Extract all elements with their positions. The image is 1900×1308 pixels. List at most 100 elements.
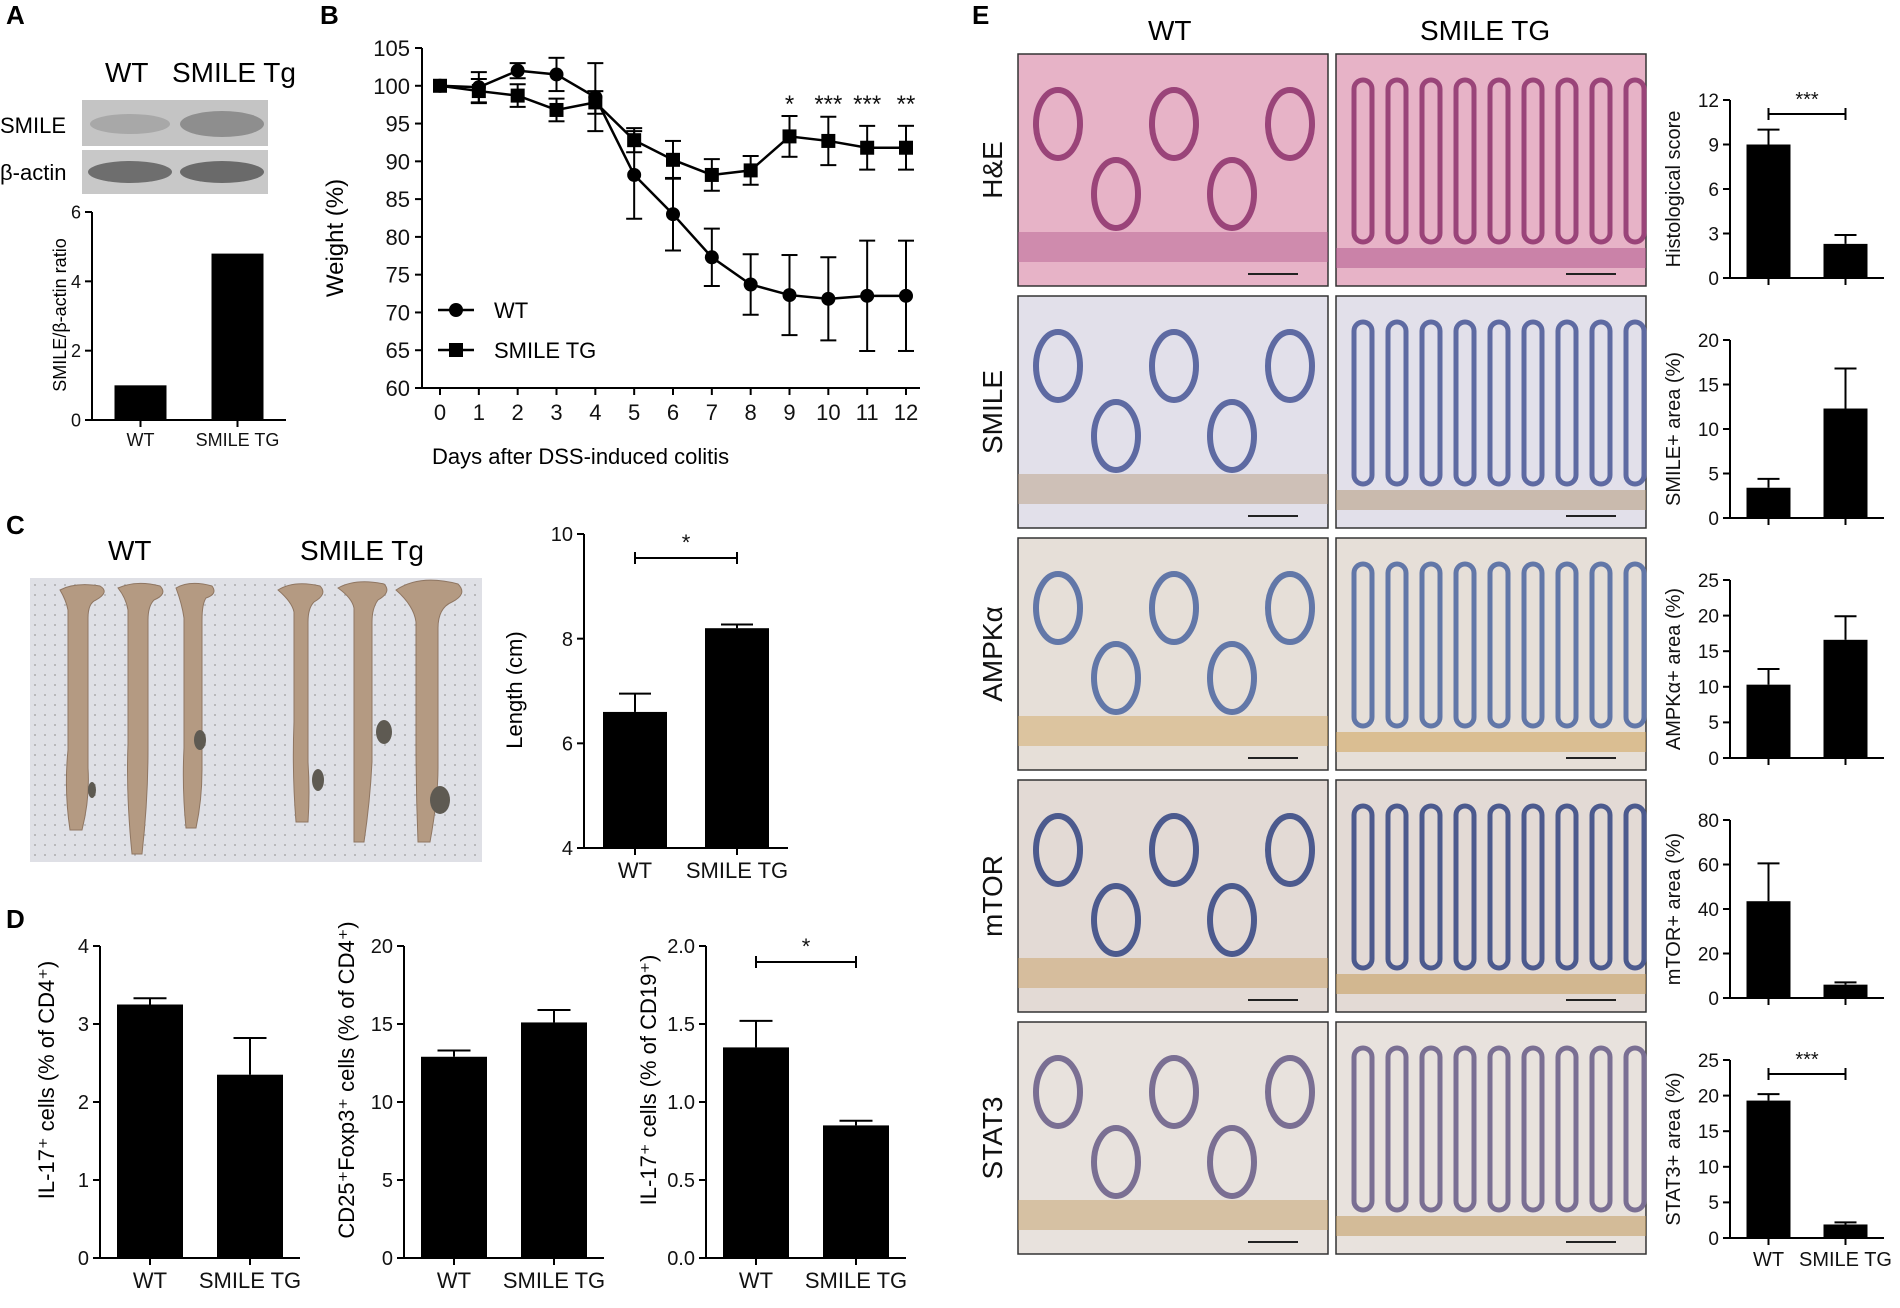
bar-: [1746, 901, 1791, 998]
crypt: [1419, 319, 1443, 487]
data-point: [704, 250, 719, 265]
crypt: [1521, 319, 1545, 487]
x-tick-label: SMILE TG: [196, 430, 280, 450]
crypt: [1351, 803, 1375, 971]
crypt: [1521, 561, 1545, 729]
y-tick-label: 3: [78, 1014, 89, 1036]
y-tick-label: 60: [1698, 855, 1719, 876]
x-tick-label: 12: [894, 400, 918, 425]
crypt: [1207, 157, 1257, 231]
bar-wt: [723, 1047, 789, 1258]
crypt: [1487, 319, 1511, 487]
x-tick-label: SMILE TG: [686, 858, 788, 883]
chart-d3-bar: 0.0 0.5 1.0 1.5 2.0 WT SMILE TG *: [667, 934, 907, 1293]
data-point: [627, 167, 642, 182]
crypt: [1265, 571, 1315, 645]
x-tick-label: 3: [550, 400, 562, 425]
chart-c-bar: 4 6 8 10 WT SMILE TG *: [551, 524, 788, 883]
e-ylabel-4: mTOR+ area (%): [1663, 833, 1685, 985]
crypt: [1033, 1055, 1083, 1129]
bar-smile-tg: [211, 253, 264, 420]
crypt: [1351, 77, 1375, 245]
bar-wt: [603, 711, 667, 848]
crypt: [1091, 883, 1141, 957]
b-ylabel: Weight (%): [322, 179, 349, 297]
y-tick-label: 10: [1698, 1158, 1719, 1179]
crypt: [1453, 319, 1477, 487]
x-tick-label: 4: [589, 400, 601, 425]
series-smile-tg: [433, 77, 914, 192]
crypt: [1521, 1045, 1545, 1213]
crypt: [1351, 1045, 1375, 1213]
chart-d2-bar: 0 5 10 15 20 WT SMILE TG: [371, 936, 605, 1293]
a-ylabel: SMILE/β-actin ratio: [50, 238, 70, 391]
blot-header-wt: WT: [105, 57, 149, 88]
bar-smile-tg: [705, 628, 769, 848]
data-point: [782, 129, 797, 144]
e-charts: Histological score 0 3 6 9 12 *** SMILE+ area (…: [1663, 89, 1892, 1271]
x-tick-label: SMILE TG: [503, 1268, 605, 1293]
e-row-label-ampk: AMPKα: [977, 606, 1008, 702]
crypt: [1149, 1055, 1199, 1129]
e-col-header-tg: SMILE TG: [1420, 15, 1550, 46]
y-tick-label: 10: [371, 1092, 393, 1114]
crypt: [1623, 1045, 1647, 1213]
histo-smile-tg: [1335, 295, 1647, 529]
crypt: [1589, 1045, 1613, 1213]
x-tick-label: 2: [512, 400, 524, 425]
crypt: [1385, 1045, 1409, 1213]
y-tick-label: 4: [78, 936, 89, 958]
b-legend: WT SMILE TG: [438, 298, 596, 363]
x-tick-label: WT: [1753, 1249, 1784, 1271]
panel-letter-c: C: [6, 510, 25, 540]
crypt: [1487, 561, 1511, 729]
b-xlabel: Days after DSS-induced colitis: [432, 444, 729, 469]
y-tick-label: 5: [1708, 713, 1719, 734]
crypt: [1453, 1045, 1477, 1213]
data-point: [666, 152, 680, 167]
crypt: [1487, 803, 1511, 971]
submucosa: [1018, 1200, 1328, 1230]
chart-d1-bar: 0 1 2 3 4 WT SMILE TG: [78, 936, 301, 1293]
y-tick-label: 15: [1698, 642, 1719, 663]
y-tick-label: 12: [1698, 91, 1719, 112]
blot-row-smile: SMILE: [0, 113, 66, 138]
e-chart-5: STAT3+ area (%) 0 5 10 15 20 25 WT SMILE TG ***: [1663, 1049, 1892, 1271]
crypt: [1419, 1045, 1443, 1213]
panel-e: E WT SMILE TG H&E SMILE AMPKα mTOR STAT3 His…: [972, 0, 1892, 1271]
panel-letter-b: B: [320, 0, 339, 30]
e-chart-2: SMILE+ area (%) 0 5 10 15 20: [1663, 331, 1884, 530]
y-tick-label: 2: [71, 341, 81, 361]
crypt: [1623, 561, 1647, 729]
crypt: [1589, 77, 1613, 245]
data-point: [627, 133, 642, 148]
histo-mtor-tg: [1335, 779, 1647, 1013]
crypt: [1555, 319, 1579, 487]
histo-stat3-wt: [1017, 1021, 1329, 1255]
x-tick-label: WT: [127, 430, 155, 450]
crypt: [1487, 1045, 1511, 1213]
y-tick-label: 0: [78, 1248, 89, 1270]
x-tick-label: 9: [783, 400, 795, 425]
y-tick-label: 90: [386, 149, 410, 174]
y-tick-label: 5: [1708, 464, 1719, 485]
y-tick-label: 0: [1708, 1229, 1719, 1250]
y-tick-label: 0.5: [667, 1170, 695, 1192]
data-point: [549, 67, 564, 82]
legend-marker-wt: [449, 303, 463, 317]
colon-specimens: [59, 579, 463, 855]
bar-wt: [117, 1004, 183, 1258]
y-tick-label: 75: [386, 263, 410, 288]
y-tick-label: 10: [1698, 420, 1719, 441]
legend-label-tg: SMILE TG: [494, 338, 596, 363]
sig-stars: ***: [814, 91, 842, 118]
e-ylabel-1: Histological score: [1663, 111, 1685, 268]
y-tick-label: 0: [1708, 269, 1719, 290]
sig-stars: *: [802, 934, 811, 959]
bar-wt: [1746, 1100, 1791, 1238]
y-tick-label: 80: [1698, 811, 1719, 832]
e-ylabel-2: SMILE+ area (%): [1663, 352, 1685, 506]
d3-ylabel: IL-17⁺ cells (% of CD19⁺): [636, 955, 661, 1206]
x-tick-label: WT: [618, 858, 652, 883]
crypt: [1555, 77, 1579, 245]
